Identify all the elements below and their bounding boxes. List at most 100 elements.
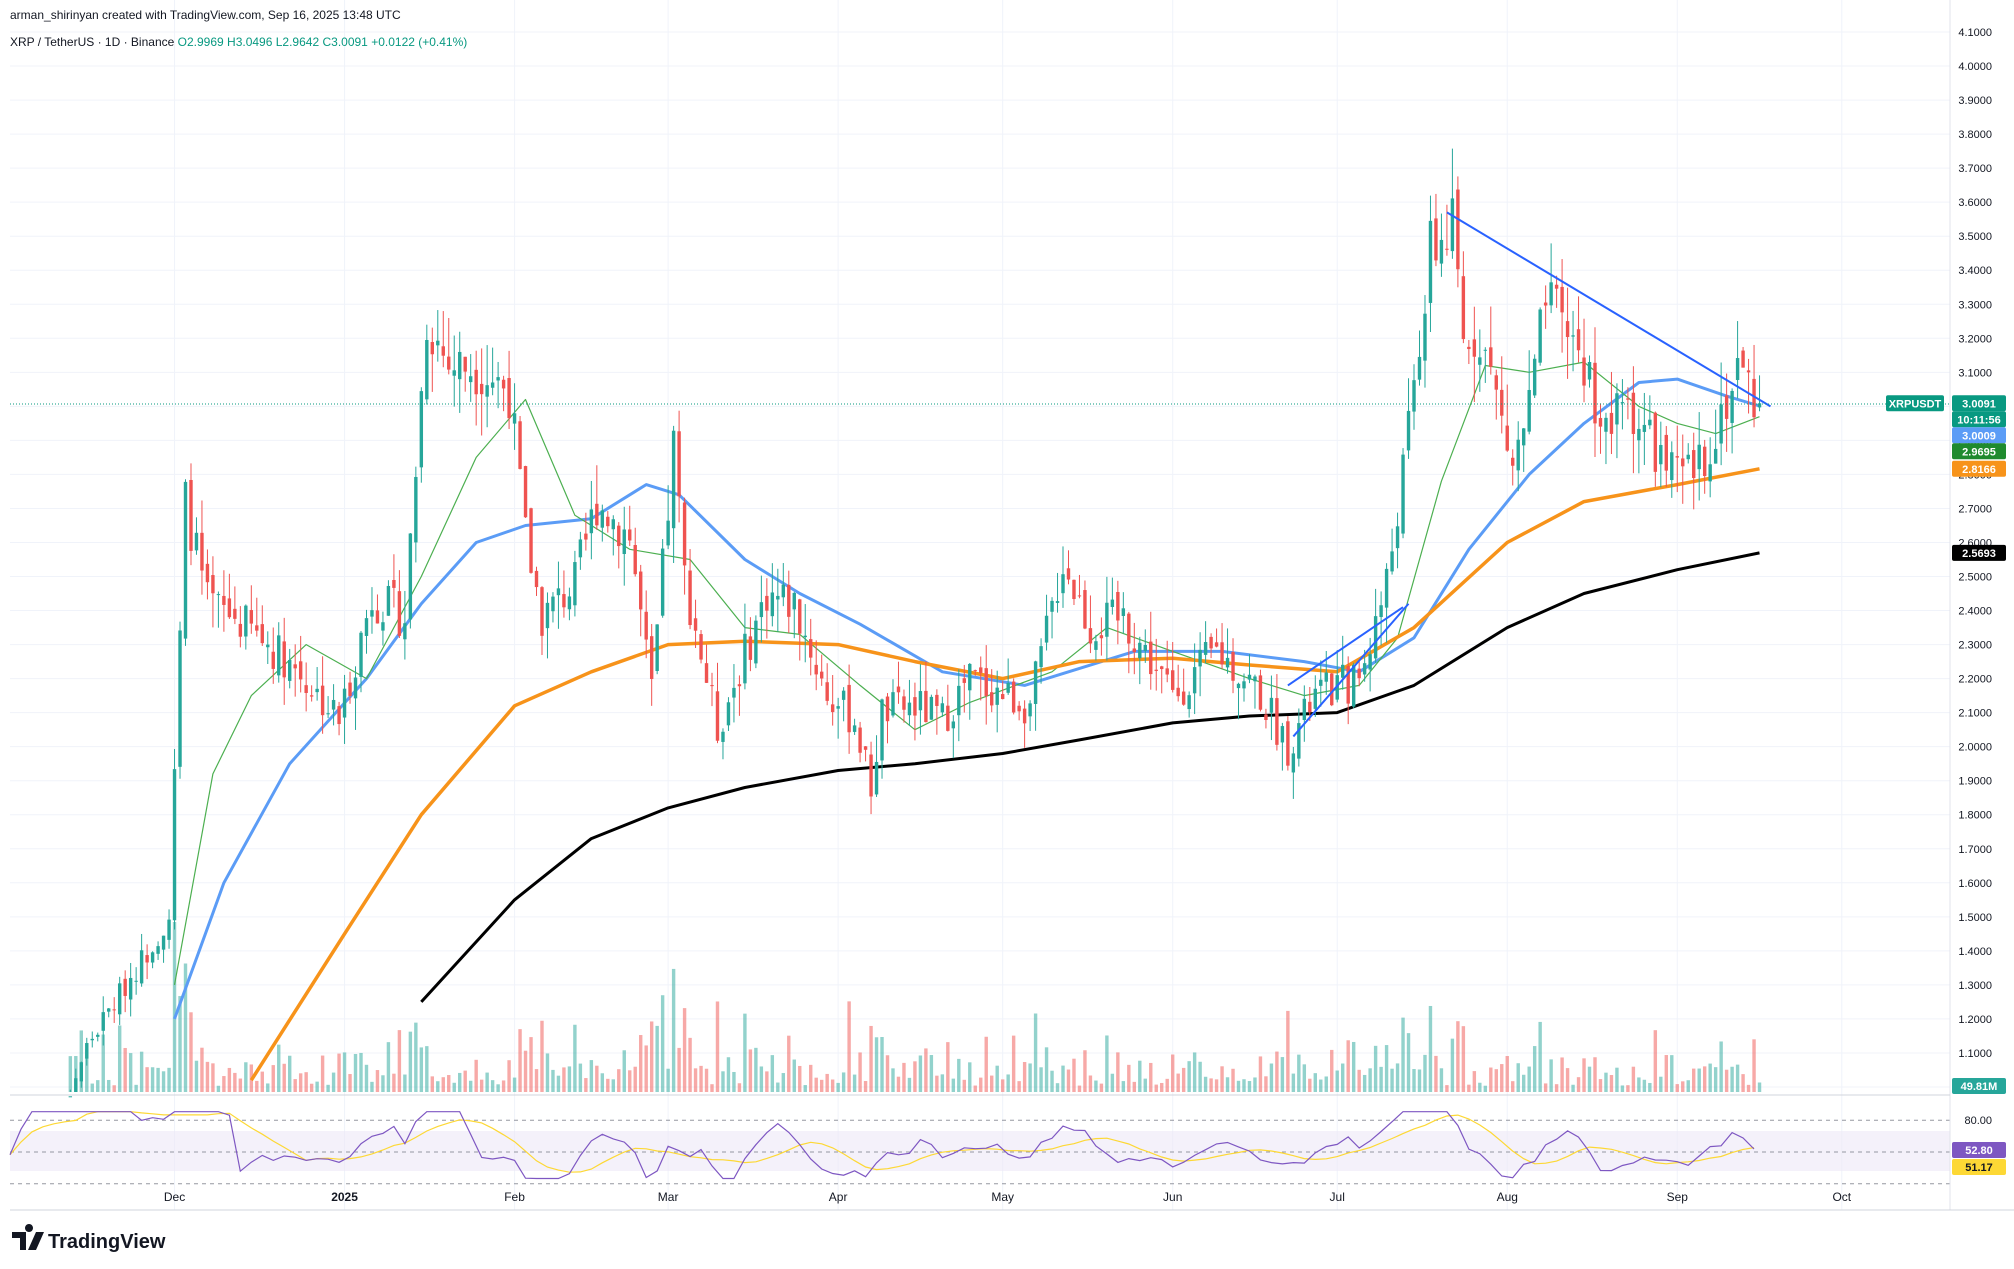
- candle[interactable]: [397, 591, 402, 636]
- candle[interactable]: [1160, 666, 1164, 670]
- candle[interactable]: [1006, 683, 1010, 693]
- candle[interactable]: [1576, 329, 1581, 351]
- candle[interactable]: [1713, 448, 1718, 464]
- candle[interactable]: [1609, 412, 1614, 434]
- candle[interactable]: [1176, 687, 1180, 697]
- candle[interactable]: [1324, 672, 1328, 682]
- candle[interactable]: [633, 544, 637, 575]
- candle[interactable]: [123, 978, 127, 996]
- candle[interactable]: [419, 391, 424, 468]
- trendline[interactable]: [1287, 606, 1404, 687]
- candle[interactable]: [156, 946, 160, 954]
- symbol-name[interactable]: XRP / TetherUS · 1D · Binance: [10, 35, 175, 49]
- candle[interactable]: [408, 533, 413, 620]
- candle[interactable]: [660, 548, 665, 616]
- candle[interactable]: [704, 663, 709, 683]
- candle[interactable]: [249, 610, 254, 624]
- candle[interactable]: [1319, 679, 1323, 686]
- candle[interactable]: [1489, 347, 1493, 367]
- candle[interactable]: [573, 562, 577, 606]
- candle[interactable]: [1653, 412, 1658, 472]
- candle[interactable]: [1719, 404, 1723, 444]
- candle[interactable]: [885, 696, 890, 722]
- candle[interactable]: [617, 525, 621, 547]
- candle[interactable]: [1357, 668, 1361, 679]
- candle[interactable]: [1445, 248, 1449, 250]
- candle[interactable]: [1538, 309, 1542, 363]
- candle[interactable]: [984, 668, 988, 696]
- candle[interactable]: [1434, 218, 1438, 261]
- candle[interactable]: [1022, 708, 1027, 724]
- candle[interactable]: [759, 602, 764, 618]
- candle[interactable]: [496, 377, 500, 381]
- candle[interactable]: [183, 481, 188, 639]
- candle[interactable]: [1648, 419, 1652, 426]
- candle[interactable]: [1549, 282, 1553, 306]
- candle[interactable]: [1532, 358, 1537, 396]
- candle[interactable]: [1686, 454, 1690, 460]
- candle[interactable]: [863, 746, 868, 750]
- candle[interactable]: [1494, 375, 1498, 390]
- candle[interactable]: [1362, 663, 1367, 675]
- candle[interactable]: [233, 608, 237, 619]
- candle[interactable]: [238, 623, 243, 637]
- candle[interactable]: [1209, 636, 1213, 649]
- candle[interactable]: [918, 691, 923, 711]
- candle[interactable]: [1412, 380, 1416, 412]
- candle[interactable]: [1132, 648, 1137, 653]
- candle[interactable]: [858, 727, 862, 753]
- candle[interactable]: [1741, 350, 1745, 368]
- candle[interactable]: [1615, 393, 1619, 425]
- trendline[interactable]: [1292, 603, 1410, 738]
- candle[interactable]: [1088, 628, 1093, 644]
- candle[interactable]: [1664, 434, 1668, 471]
- candle[interactable]: [902, 696, 906, 710]
- candle[interactable]: [770, 592, 775, 617]
- candle[interactable]: [852, 725, 857, 732]
- candle[interactable]: [512, 413, 517, 424]
- candle[interactable]: [962, 678, 966, 683]
- candle[interactable]: [946, 705, 950, 731]
- candle[interactable]: [1527, 389, 1531, 432]
- candle[interactable]: [847, 684, 851, 733]
- candle[interactable]: [1297, 723, 1301, 759]
- candle[interactable]: [1417, 356, 1422, 380]
- candle[interactable]: [622, 529, 626, 554]
- candle[interactable]: [1039, 646, 1043, 668]
- candle[interactable]: [973, 670, 977, 672]
- candle[interactable]: [255, 625, 259, 631]
- trendline[interactable]: [1446, 211, 1772, 408]
- candle[interactable]: [1341, 664, 1345, 678]
- candle[interactable]: [288, 660, 292, 681]
- candle[interactable]: [551, 596, 555, 612]
- candle[interactable]: [194, 532, 199, 551]
- symbol-line[interactable]: XRP / TetherUS · 1D · Binance O2.9969 H3…: [10, 35, 467, 49]
- candle[interactable]: [244, 605, 248, 637]
- candle[interactable]: [293, 664, 297, 669]
- candle[interactable]: [101, 1012, 105, 1031]
- candle[interactable]: [1724, 395, 1729, 419]
- candle[interactable]: [951, 721, 956, 729]
- candle[interactable]: [1072, 579, 1076, 600]
- candle[interactable]: [754, 620, 758, 664]
- candle[interactable]: [1121, 608, 1126, 616]
- candle[interactable]: [1099, 635, 1104, 639]
- candle[interactable]: [178, 630, 182, 767]
- candle[interactable]: [1105, 602, 1109, 637]
- candle[interactable]: [277, 635, 281, 676]
- candle[interactable]: [1061, 574, 1065, 594]
- candle[interactable]: [447, 356, 451, 370]
- candle[interactable]: [1094, 641, 1098, 650]
- candle[interactable]: [1439, 239, 1444, 264]
- candle[interactable]: [1258, 675, 1263, 710]
- candle[interactable]: [1275, 698, 1279, 745]
- candle[interactable]: [107, 1008, 111, 1012]
- candle[interactable]: [1214, 642, 1219, 647]
- candle[interactable]: [1670, 452, 1674, 481]
- candle[interactable]: [1390, 551, 1394, 572]
- candle[interactable]: [1083, 590, 1087, 629]
- candle[interactable]: [1066, 568, 1071, 580]
- candle[interactable]: [639, 571, 643, 610]
- candle[interactable]: [1165, 668, 1169, 675]
